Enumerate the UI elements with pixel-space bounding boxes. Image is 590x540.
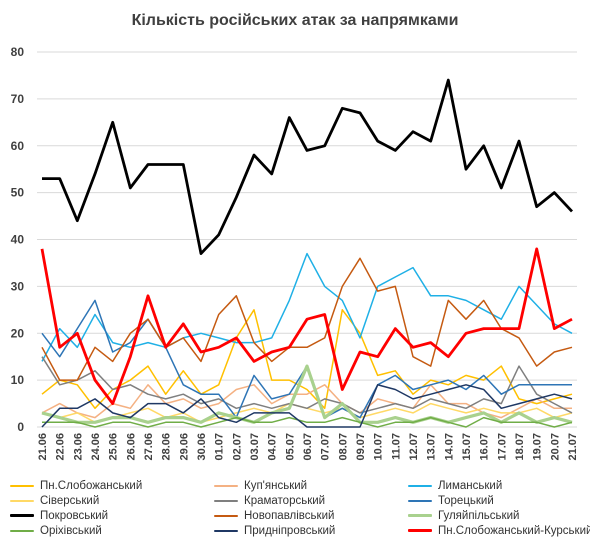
series-line-4: [41, 356, 573, 414]
series-line-7: [41, 257, 573, 381]
line-chart: 0 10 20 30 40 50 60 70 80 21.06 22.06 23.06 24.06 25…: [11, 45, 579, 461]
legend-item: Куп'янський: [214, 478, 307, 493]
legend-swatch: [214, 529, 238, 532]
y-axis-ticks: 0 10 20 30 40 50 60 70 80: [11, 45, 25, 434]
x-tick-label: 01.07: [214, 433, 226, 461]
legend-item: Новопавлівський: [214, 508, 334, 523]
y-tick-label: 30: [11, 279, 25, 293]
y-tick-label: 20: [11, 326, 25, 340]
x-tick-label: 12.07: [408, 433, 420, 461]
legend: Пн.Слобожанський Куп'янський Лиманський Сів…: [0, 478, 590, 540]
x-tick-label: 03.07: [249, 433, 261, 461]
legend-label: Оріхівський: [40, 524, 102, 537]
x-tick-label: 28.06: [161, 433, 173, 461]
y-tick-label: 40: [11, 233, 25, 247]
legend-item: Пн.Слобожанський-Курський: [408, 523, 590, 538]
legend-swatch: [10, 484, 34, 487]
legend-label: Новопавлівський: [244, 509, 335, 522]
x-tick-label: 05.07: [284, 433, 296, 461]
legend-swatch: [408, 528, 432, 533]
series-lines: [40, 78, 574, 428]
y-tick-label: 10: [11, 373, 25, 387]
legend-label: Покровський: [40, 509, 109, 522]
legend-item: Торецький: [408, 493, 494, 508]
x-tick-label: 26.06: [125, 433, 137, 461]
legend-label: Пн.Слобожанський: [40, 479, 143, 492]
chart-title: Кількість російських атак за напрямками: [131, 12, 459, 29]
x-tick-label: 09.07: [355, 433, 367, 461]
legend-item: Оріхівський: [10, 523, 102, 538]
legend-label: Торецький: [438, 494, 494, 507]
legend-swatch: [408, 484, 432, 487]
legend-swatch: [408, 513, 432, 518]
legend-swatch: [214, 484, 238, 487]
x-tick-label: 30.06: [196, 433, 208, 461]
legend-label: Куп'янський: [244, 479, 308, 492]
y-tick-label: 0: [17, 420, 24, 434]
x-tick-label: 02.07: [231, 433, 243, 461]
x-tick-label: 18.07: [514, 433, 526, 461]
legend-item: Краматорський: [214, 493, 325, 508]
x-tick-label: 22.06: [55, 433, 67, 461]
x-tick-label: 14.07: [443, 433, 455, 461]
series-line-6: [42, 78, 574, 256]
legend-label: Сіверський: [40, 494, 100, 507]
legend-swatch: [10, 513, 34, 518]
legend-label: Пн.Слобожанський-Курський: [438, 524, 590, 537]
x-tick-label: 10.07: [373, 433, 385, 461]
legend-label: Гуляйпільський: [438, 509, 520, 522]
x-tick-label: 20.07: [549, 433, 561, 461]
legend-swatch: [214, 514, 238, 517]
x-tick-label: 29.06: [178, 433, 190, 461]
series-line-9: [42, 416, 573, 428]
x-tick-label: 08.07: [337, 433, 349, 461]
x-tick-label: 25.06: [108, 433, 120, 461]
legend-label: Краматорський: [244, 494, 326, 507]
series-line-2: [41, 252, 573, 362]
y-tick-label: 50: [11, 186, 25, 200]
legend-item: Пн.Слобожанський: [10, 478, 142, 493]
x-tick-label: 15.07: [461, 433, 473, 461]
x-axis-ticks: 21.06 22.06 23.06 24.06 25.06 26.06 27.06 28.06…: [37, 433, 579, 461]
x-tick-label: 06.07: [302, 433, 314, 461]
x-tick-label: 07.07: [320, 433, 332, 461]
legend-label: Лиманський: [438, 479, 503, 492]
x-tick-label: 17.07: [496, 433, 508, 461]
x-tick-label: 04.07: [267, 433, 279, 461]
legend-item: Придніпровський: [214, 523, 335, 538]
x-tick-label: 16.07: [479, 433, 491, 461]
legend-swatch: [214, 499, 238, 502]
series-line-0: [41, 309, 573, 410]
y-tick-label: 80: [11, 45, 25, 59]
legend-swatch: [10, 529, 34, 532]
x-tick-label: 27.06: [143, 433, 155, 461]
legend-item: Лиманський: [408, 478, 502, 493]
x-tick-label: 23.06: [72, 433, 84, 461]
series-line-10: [41, 384, 573, 428]
legend-swatch: [408, 499, 432, 502]
legend-swatch: [10, 499, 34, 502]
x-tick-label: 21.06: [37, 433, 49, 461]
legend-label: Придніпровський: [244, 524, 336, 537]
x-tick-label: 13.07: [426, 433, 438, 461]
x-tick-label: 21.07: [567, 433, 579, 461]
x-tick-label: 24.06: [90, 433, 102, 461]
legend-item: Гуляйпільський: [408, 508, 519, 523]
legend-item: Сіверський: [10, 493, 99, 508]
series-line-11: [40, 247, 573, 406]
y-tick-label: 60: [11, 139, 25, 153]
x-tick-label: 11.07: [390, 433, 402, 460]
x-tick-label: 19.07: [532, 433, 544, 461]
legend-item: Покровський: [10, 508, 108, 523]
y-tick-label: 70: [11, 92, 25, 106]
